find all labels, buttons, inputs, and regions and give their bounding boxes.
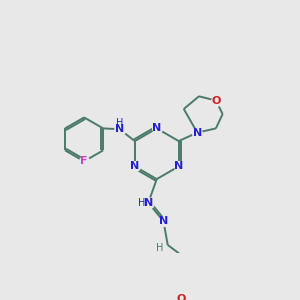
Text: N: N bbox=[115, 124, 124, 134]
Text: N: N bbox=[193, 128, 202, 138]
Text: H: H bbox=[116, 118, 123, 128]
Text: F: F bbox=[80, 156, 88, 166]
Text: N: N bbox=[174, 161, 183, 171]
Text: N: N bbox=[152, 123, 161, 134]
Text: N: N bbox=[159, 216, 168, 226]
Text: H: H bbox=[156, 243, 163, 254]
Text: H: H bbox=[138, 198, 145, 208]
Text: N: N bbox=[130, 161, 140, 171]
Text: O: O bbox=[177, 294, 186, 300]
Text: N: N bbox=[144, 198, 153, 208]
Text: O: O bbox=[211, 95, 220, 106]
